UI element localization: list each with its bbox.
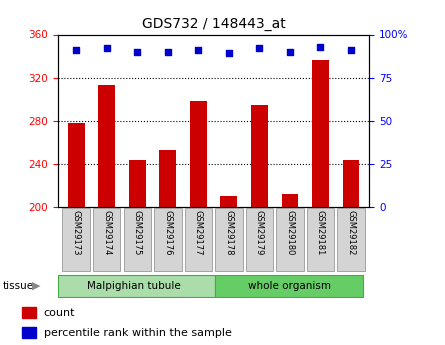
Bar <box>312 60 329 207</box>
Point <box>195 47 202 53</box>
Title: GDS732 / 148443_at: GDS732 / 148443_at <box>142 17 286 31</box>
Text: count: count <box>44 308 75 318</box>
Point <box>103 46 110 51</box>
Text: GSM29175: GSM29175 <box>133 210 142 255</box>
FancyBboxPatch shape <box>246 208 273 271</box>
Point <box>164 49 171 55</box>
Point <box>256 46 263 51</box>
Bar <box>190 101 207 207</box>
FancyBboxPatch shape <box>276 208 303 271</box>
Point <box>317 44 324 49</box>
Text: GSM29174: GSM29174 <box>102 210 111 255</box>
Text: GSM29180: GSM29180 <box>285 210 295 255</box>
Text: GSM29177: GSM29177 <box>194 210 203 255</box>
FancyBboxPatch shape <box>307 208 334 271</box>
FancyBboxPatch shape <box>154 208 182 271</box>
Text: ▶: ▶ <box>32 281 40 291</box>
Point <box>287 49 294 55</box>
Text: tissue: tissue <box>2 281 33 291</box>
Text: GSM29178: GSM29178 <box>224 210 233 255</box>
Text: GSM29182: GSM29182 <box>347 210 356 255</box>
Point <box>73 47 80 53</box>
Text: whole organism: whole organism <box>248 281 332 291</box>
Text: GSM29176: GSM29176 <box>163 210 172 255</box>
Bar <box>68 123 85 207</box>
Bar <box>282 194 298 207</box>
Point <box>225 51 232 56</box>
Bar <box>22 307 36 318</box>
Bar <box>129 159 146 207</box>
FancyBboxPatch shape <box>62 208 90 271</box>
FancyBboxPatch shape <box>337 208 365 271</box>
FancyBboxPatch shape <box>215 275 363 297</box>
Bar <box>251 105 268 207</box>
FancyBboxPatch shape <box>215 208 243 271</box>
FancyBboxPatch shape <box>185 208 212 271</box>
Bar <box>220 196 237 207</box>
Text: GSM29173: GSM29173 <box>72 210 81 255</box>
Text: percentile rank within the sample: percentile rank within the sample <box>44 327 232 337</box>
FancyBboxPatch shape <box>124 208 151 271</box>
FancyBboxPatch shape <box>93 208 121 271</box>
FancyBboxPatch shape <box>58 275 215 297</box>
Text: Malpighian tubule: Malpighian tubule <box>87 281 181 291</box>
Bar <box>98 85 115 207</box>
Point <box>348 47 355 53</box>
Text: GSM29179: GSM29179 <box>255 210 264 255</box>
Bar <box>343 159 360 207</box>
Text: GSM29181: GSM29181 <box>316 210 325 255</box>
Point <box>134 49 141 55</box>
Bar <box>22 327 36 338</box>
Bar <box>159 150 176 207</box>
